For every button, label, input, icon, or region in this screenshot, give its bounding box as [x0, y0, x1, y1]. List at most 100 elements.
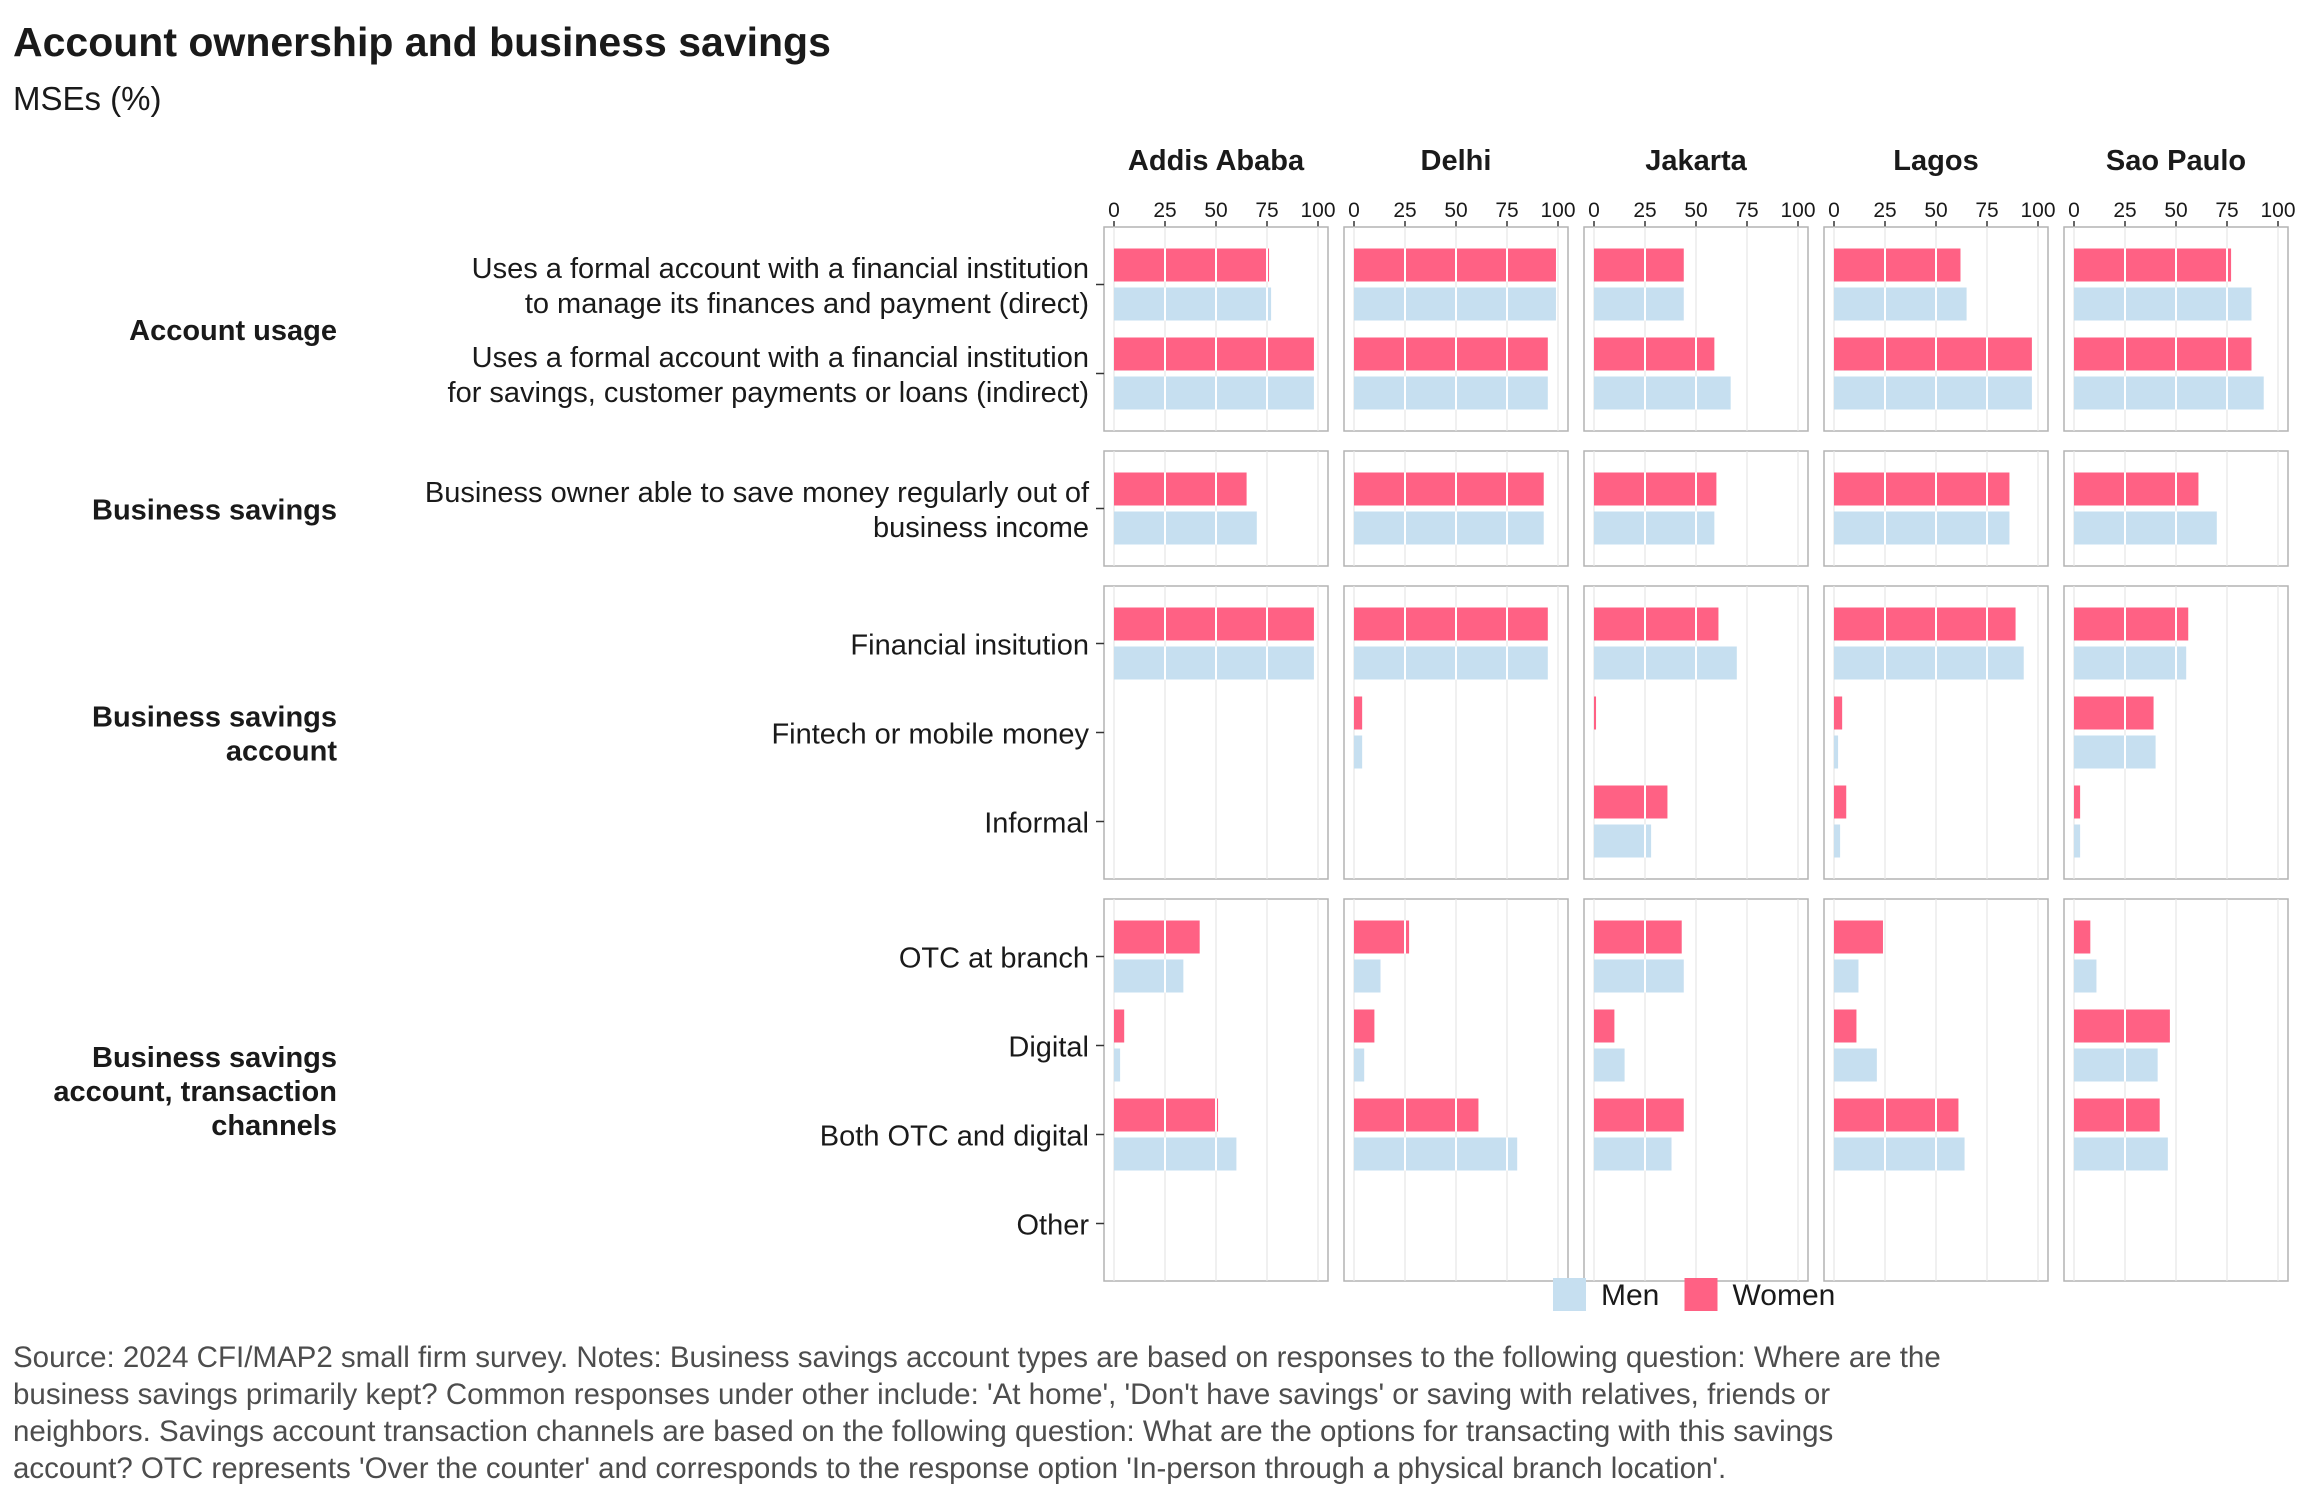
bar-men — [1354, 646, 1548, 680]
bar-women — [1834, 696, 1843, 730]
x-tick-label: 25 — [1873, 199, 1896, 222]
bar-men — [2074, 646, 2187, 680]
category-label: OTC at branch — [899, 943, 1089, 975]
bar-men — [1114, 287, 1272, 321]
facet-label: Jakarta — [1645, 145, 1747, 177]
bar-women — [1594, 472, 1717, 506]
bar-women — [1114, 1009, 1125, 1043]
bar-men — [1114, 646, 1314, 680]
bar-men — [1834, 511, 2010, 545]
bar-men — [1594, 824, 1652, 858]
x-tick-label: 25 — [1393, 199, 1416, 222]
category-label: Other — [1016, 1210, 1089, 1242]
bar-men — [1354, 1048, 1365, 1082]
x-tick-label: 0 — [1348, 199, 1360, 222]
group-label: channels — [211, 1110, 337, 1142]
category-label: Informal — [984, 808, 1089, 840]
legend-label: Men — [1601, 1279, 1659, 1312]
bar-women — [1594, 607, 1719, 641]
bar-women — [1834, 1098, 1959, 1132]
bar-men — [1114, 376, 1314, 410]
category-label: Uses a formal account with a financial i… — [472, 342, 1089, 374]
x-tick-label: 50 — [1684, 199, 1707, 222]
x-tick-label: 75 — [1255, 199, 1278, 222]
bar-women — [2074, 248, 2232, 282]
bar-women — [1354, 248, 1556, 282]
bar-men — [2074, 1137, 2168, 1171]
bar-women — [2074, 920, 2091, 954]
x-tick-label: 100 — [2260, 199, 2295, 222]
bar-women — [1594, 785, 1668, 819]
bar-men — [1594, 646, 1737, 680]
bar-men — [1114, 959, 1184, 993]
bar-women — [1114, 248, 1270, 282]
bar-women — [1594, 337, 1715, 371]
x-tick-label: 25 — [2113, 199, 2136, 222]
bar-men — [1834, 735, 1839, 769]
group-label: account — [226, 736, 338, 768]
bar-men — [1594, 1048, 1625, 1082]
bar-women — [1354, 1009, 1375, 1043]
bar-men — [1354, 287, 1556, 321]
caption-line: neighbors. Savings account transaction c… — [13, 1415, 1833, 1448]
bar-women — [2074, 1098, 2160, 1132]
bar-men — [2074, 511, 2217, 545]
bar-men — [1594, 287, 1684, 321]
category-label: Fintech or mobile money — [771, 719, 1089, 751]
x-tick-label: 75 — [1495, 199, 1518, 222]
bar-women — [1354, 607, 1548, 641]
bar-men — [2074, 1048, 2158, 1082]
bar-women — [1594, 696, 1597, 730]
bar-women — [1594, 248, 1684, 282]
bar-women — [2074, 607, 2189, 641]
bar-women — [1594, 1098, 1684, 1132]
facet-label: Addis Ababa — [1128, 145, 1305, 177]
bar-women — [1354, 920, 1410, 954]
caption-line: Source: 2024 CFI/MAP2 small firm survey.… — [13, 1341, 1941, 1374]
bar-women — [1594, 920, 1682, 954]
bar-women — [1834, 1009, 1857, 1043]
bar-women — [1354, 472, 1544, 506]
bar-women — [1834, 248, 1961, 282]
bar-women — [1114, 1098, 1219, 1132]
bar-women — [2074, 472, 2199, 506]
x-tick-label: 100 — [1300, 199, 1335, 222]
facet-label: Delhi — [1421, 145, 1492, 177]
bar-men — [1114, 511, 1257, 545]
x-tick-label: 100 — [1780, 199, 1815, 222]
x-tick-label: 50 — [1924, 199, 1947, 222]
bar-men — [1354, 511, 1544, 545]
bar-men — [1354, 1137, 1518, 1171]
bar-men — [1354, 735, 1363, 769]
bar-men — [1114, 1137, 1237, 1171]
bar-men — [1834, 1048, 1877, 1082]
bar-men — [2074, 287, 2252, 321]
x-tick-label: 50 — [2164, 199, 2187, 222]
bar-men — [1594, 1137, 1672, 1171]
x-tick-label: 0 — [1108, 199, 1120, 222]
bar-women — [1354, 1098, 1479, 1132]
x-tick-label: 100 — [2020, 199, 2055, 222]
x-tick-label: 75 — [1735, 199, 1758, 222]
caption-line: account? OTC represents 'Over the counte… — [13, 1452, 1726, 1485]
bar-men — [2074, 959, 2097, 993]
bar-men — [2074, 824, 2081, 858]
bar-women — [1834, 785, 1847, 819]
legend-label: Women — [1733, 1279, 1836, 1312]
bar-men — [1594, 959, 1684, 993]
bar-women — [2074, 696, 2154, 730]
bar-men — [1114, 1048, 1121, 1082]
category-label: Digital — [1008, 1032, 1089, 1064]
bar-men — [1834, 287, 1967, 321]
bar-men — [1594, 376, 1731, 410]
x-tick-label: 50 — [1204, 199, 1227, 222]
x-tick-label: 75 — [1975, 199, 1998, 222]
facet-label: Lagos — [1893, 145, 1978, 177]
bar-women — [1834, 607, 2016, 641]
group-label: Business savings — [92, 1042, 337, 1074]
group-label: account, transaction — [53, 1076, 337, 1108]
chart-title: Account ownership and business savings — [13, 19, 831, 65]
x-tick-label: 50 — [1444, 199, 1467, 222]
